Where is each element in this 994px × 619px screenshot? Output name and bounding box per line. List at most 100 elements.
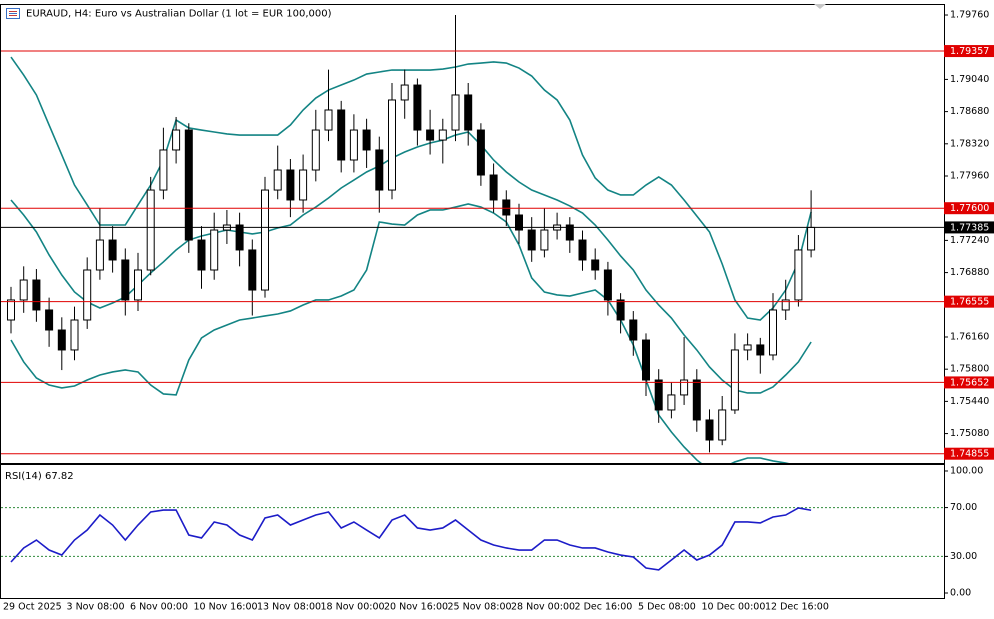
- rsi-line: [10, 507, 812, 571]
- y-tick-label: 1.76880: [950, 267, 989, 278]
- candle-body: [603, 269, 612, 301]
- candle-body: [654, 379, 663, 411]
- candle-body: [413, 84, 422, 131]
- candle-body: [311, 129, 320, 171]
- candle-body: [578, 239, 587, 261]
- rsi-panel: [0, 464, 945, 599]
- x-tick-label: 5 Dec 08:00: [638, 602, 696, 613]
- candle-body: [464, 94, 473, 131]
- candle-body: [692, 379, 701, 421]
- candle-body: [45, 309, 54, 331]
- candle-body: [159, 149, 168, 191]
- price-label: 1.74855: [950, 449, 989, 460]
- candle-body: [210, 229, 219, 271]
- x-tick-label: 28 Nov 00:00: [511, 602, 575, 613]
- candle-body: [121, 259, 130, 301]
- candle-body: [146, 189, 155, 271]
- candle-body: [451, 94, 460, 131]
- y-tick-label: 70.00: [950, 502, 977, 513]
- x-tick-label: 18 Nov 00:00: [321, 602, 385, 613]
- candle-body: [794, 249, 803, 301]
- candle-body: [83, 269, 92, 321]
- candle-body: [515, 214, 523, 231]
- x-tick-label: 13 Nov 08:00: [257, 602, 321, 613]
- candle-body: [273, 169, 282, 191]
- candle-body: [375, 149, 384, 191]
- chart-title: EURAUD, H4: Euro vs Australian Dollar (1…: [26, 9, 332, 20]
- candle-body: [134, 269, 142, 301]
- x-tick-label: 2 Dec 16:00: [575, 602, 633, 613]
- main-panel: [0, 4, 945, 464]
- candle-body: [629, 319, 638, 341]
- y-tick-label: 30.00: [950, 551, 977, 562]
- symbol-icon: [6, 8, 20, 19]
- rsi-title: RSI(14) 67.82: [5, 471, 74, 482]
- y-tick-label: 1.75440: [950, 396, 989, 407]
- candle-body: [299, 169, 308, 201]
- candle-body: [705, 419, 714, 441]
- y-tick-label: 1.75080: [950, 428, 989, 439]
- y-tick-label: 1.75800: [950, 364, 989, 375]
- candle-body: [261, 189, 269, 291]
- y-tick-label: 1.78320: [950, 138, 989, 149]
- candle-body: [426, 129, 435, 141]
- candle-body: [362, 129, 371, 151]
- price-label-bg: [944, 295, 994, 308]
- candle-body: [489, 174, 498, 201]
- price-label-bg: [944, 202, 994, 215]
- candle-body: [95, 239, 104, 271]
- candle-body: [642, 339, 650, 381]
- candle-body: [108, 239, 117, 261]
- candles: [7, 15, 816, 453]
- candle-body: [680, 379, 689, 396]
- x-tick-label: 20 Nov 16:00: [384, 602, 448, 613]
- candle-body: [286, 169, 295, 201]
- price-label: 1.79357: [950, 46, 989, 57]
- candle-body: [730, 349, 739, 411]
- candle-body: [540, 229, 549, 251]
- x-tick-label: 12 Dec 16:00: [765, 602, 829, 613]
- y-tick-label: 1.76160: [950, 331, 989, 342]
- price-label: 1.77600: [950, 203, 989, 214]
- band-line: [10, 56, 812, 321]
- x-tick-label: 10 Nov 16:00: [194, 602, 258, 613]
- candle-body: [388, 99, 396, 191]
- y-tick-label: 1.77240: [950, 235, 989, 246]
- price-label: 1.75652: [950, 377, 989, 388]
- x-tick-label: 25 Nov 08:00: [448, 602, 512, 613]
- candle-body: [807, 226, 816, 251]
- candle-body: [565, 224, 574, 241]
- candle-body: [502, 199, 511, 216]
- candle-body: [476, 129, 485, 176]
- band-line: [10, 131, 812, 394]
- candle-body: [337, 109, 346, 161]
- y-tick-label: 1.79760: [950, 10, 989, 21]
- candle-body: [235, 224, 244, 251]
- candle-body: [349, 129, 358, 161]
- candle-body: [324, 109, 333, 131]
- x-tick-label: 29 Oct 2025: [3, 602, 62, 613]
- candle-body: [400, 84, 409, 101]
- candle-body: [438, 129, 447, 141]
- price-label: 1.76555: [950, 297, 989, 308]
- candle-body: [616, 299, 625, 321]
- band-line: [10, 203, 790, 463]
- x-tick-label: 6 Nov 00:00: [130, 602, 188, 613]
- candle-body: [184, 129, 193, 241]
- candle-body: [248, 249, 257, 291]
- candle-body: [172, 129, 181, 151]
- candle-body: [197, 239, 206, 271]
- price-label-bg: [944, 447, 994, 460]
- candle-body: [743, 344, 752, 351]
- candle-body: [7, 299, 15, 321]
- y-tick-label: 1.77960: [950, 171, 989, 182]
- x-tick-label: 10 Dec 00:00: [702, 602, 766, 613]
- x-tick-label: 3 Nov 08:00: [67, 602, 125, 613]
- candle-body: [756, 344, 765, 356]
- candle-body: [591, 259, 600, 271]
- price-label: 1.77385: [950, 222, 989, 233]
- candle-body: [769, 309, 777, 356]
- candle-body: [57, 329, 66, 351]
- price-label-bg: [944, 45, 994, 58]
